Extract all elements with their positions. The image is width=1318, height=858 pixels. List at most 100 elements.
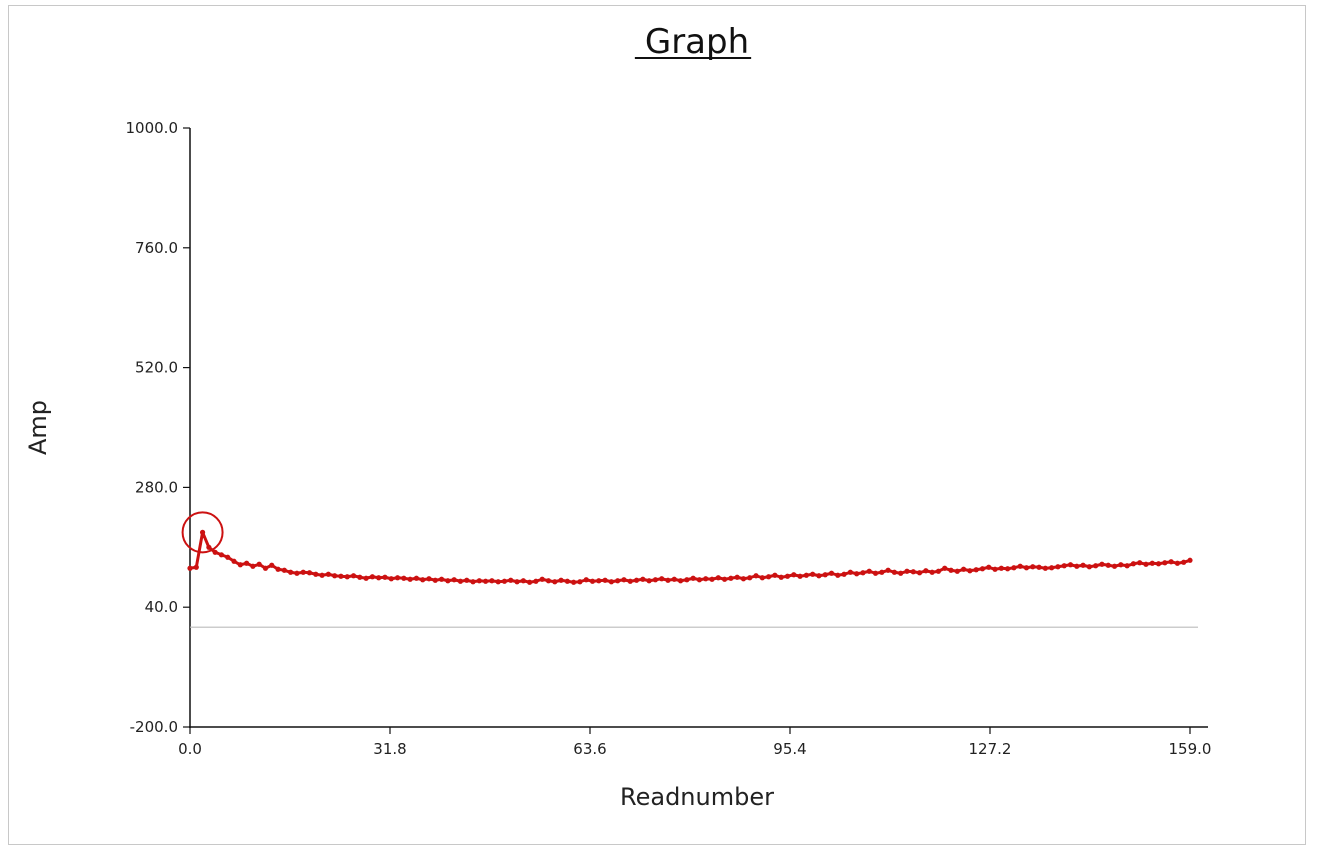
data-point xyxy=(1074,563,1080,569)
data-point xyxy=(973,567,979,573)
data-point xyxy=(1080,562,1086,568)
data-point xyxy=(759,575,765,581)
data-point xyxy=(1174,560,1181,566)
data-point xyxy=(640,576,646,582)
data-point xyxy=(916,570,923,576)
data-point xyxy=(187,565,193,571)
data-point xyxy=(1181,559,1187,565)
data-point xyxy=(992,566,998,572)
data-point xyxy=(816,573,822,579)
y-tick-label: 1000.0 xyxy=(126,119,179,137)
data-point xyxy=(571,579,577,585)
data-point xyxy=(501,578,508,584)
x-tick-label: 127.2 xyxy=(969,740,1012,758)
data-point xyxy=(942,565,948,571)
data-point xyxy=(960,566,967,572)
data-point xyxy=(520,578,526,584)
data-point xyxy=(262,565,269,571)
data-point xyxy=(841,571,847,577)
x-axis-title: Readnumber xyxy=(620,783,774,811)
data-point xyxy=(772,572,778,578)
data-point xyxy=(231,558,237,564)
data-point xyxy=(1093,563,1099,569)
data-point xyxy=(872,570,879,576)
data-point xyxy=(218,552,225,558)
tick-marks: -200.0 40.0 280.0 520.0 760.0 1000.0 0.0 31.8 63… xyxy=(126,119,1212,758)
data-point xyxy=(810,571,816,577)
data-point xyxy=(577,579,583,585)
data-point xyxy=(1099,561,1105,567)
data-point xyxy=(338,573,344,579)
data-point xyxy=(533,578,539,584)
data-point xyxy=(350,573,357,579)
data-point xyxy=(558,577,564,583)
data-point xyxy=(898,570,904,576)
y-tick-label: 40.0 xyxy=(145,598,178,616)
data-point xyxy=(288,569,294,575)
data-point xyxy=(545,578,552,584)
data-point xyxy=(514,579,520,585)
data-point xyxy=(677,578,684,584)
data-point xyxy=(489,578,495,584)
data-point xyxy=(778,574,784,580)
data-point xyxy=(1124,563,1130,569)
data-point xyxy=(696,577,703,583)
data-point xyxy=(401,575,407,581)
data-point xyxy=(294,570,300,576)
data-point xyxy=(904,568,910,574)
data-point xyxy=(527,579,533,585)
highlight-ring xyxy=(181,511,224,554)
data-point xyxy=(199,529,206,535)
y-tick-label: -200.0 xyxy=(130,718,178,736)
data-point xyxy=(306,570,313,576)
data-point xyxy=(583,577,589,583)
data-point xyxy=(1086,564,1092,570)
data-point xyxy=(495,579,501,585)
data-point xyxy=(684,577,690,583)
data-point xyxy=(1155,561,1162,567)
data-point xyxy=(344,574,350,580)
data-point xyxy=(225,554,231,560)
chart-title: Graph xyxy=(645,22,749,62)
data-point xyxy=(313,571,319,577)
data-point xyxy=(1105,562,1111,568)
data-point xyxy=(1143,561,1149,567)
data-point xyxy=(671,576,677,582)
data-point xyxy=(910,569,916,575)
x-tick-label: 0.0 xyxy=(178,740,202,758)
data-point xyxy=(237,562,243,568)
data-point xyxy=(766,574,772,580)
y-axis-title: Amp xyxy=(24,400,52,455)
series-line xyxy=(189,530,1191,584)
data-point xyxy=(1067,562,1074,568)
chart-frame: Graph Amp Readnumber -200.0 40.0 280.0 520.… xyxy=(8,5,1306,845)
data-point xyxy=(860,570,866,576)
y-tick-label: 760.0 xyxy=(135,239,178,257)
data-point xyxy=(1049,565,1055,571)
series-marks xyxy=(181,511,1193,585)
data-point xyxy=(935,568,942,574)
data-point xyxy=(1030,564,1036,570)
data-point xyxy=(854,571,860,577)
data-point xyxy=(275,566,281,572)
data-point xyxy=(967,568,973,574)
data-point xyxy=(1005,566,1011,572)
data-point xyxy=(256,561,262,567)
data-point xyxy=(1130,561,1136,567)
data-point xyxy=(212,549,218,555)
data-point xyxy=(382,574,388,580)
data-point xyxy=(602,577,608,583)
data-point xyxy=(457,578,464,584)
data-point xyxy=(747,575,753,581)
data-point xyxy=(482,578,489,584)
data-point xyxy=(539,576,545,582)
data-point xyxy=(954,568,960,574)
data-point xyxy=(281,567,287,573)
data-point xyxy=(363,575,369,581)
data-point xyxy=(923,568,929,574)
data-point xyxy=(721,576,728,582)
data-point xyxy=(822,572,828,578)
data-point xyxy=(659,576,665,582)
data-point xyxy=(552,579,558,585)
data-point xyxy=(394,575,401,581)
